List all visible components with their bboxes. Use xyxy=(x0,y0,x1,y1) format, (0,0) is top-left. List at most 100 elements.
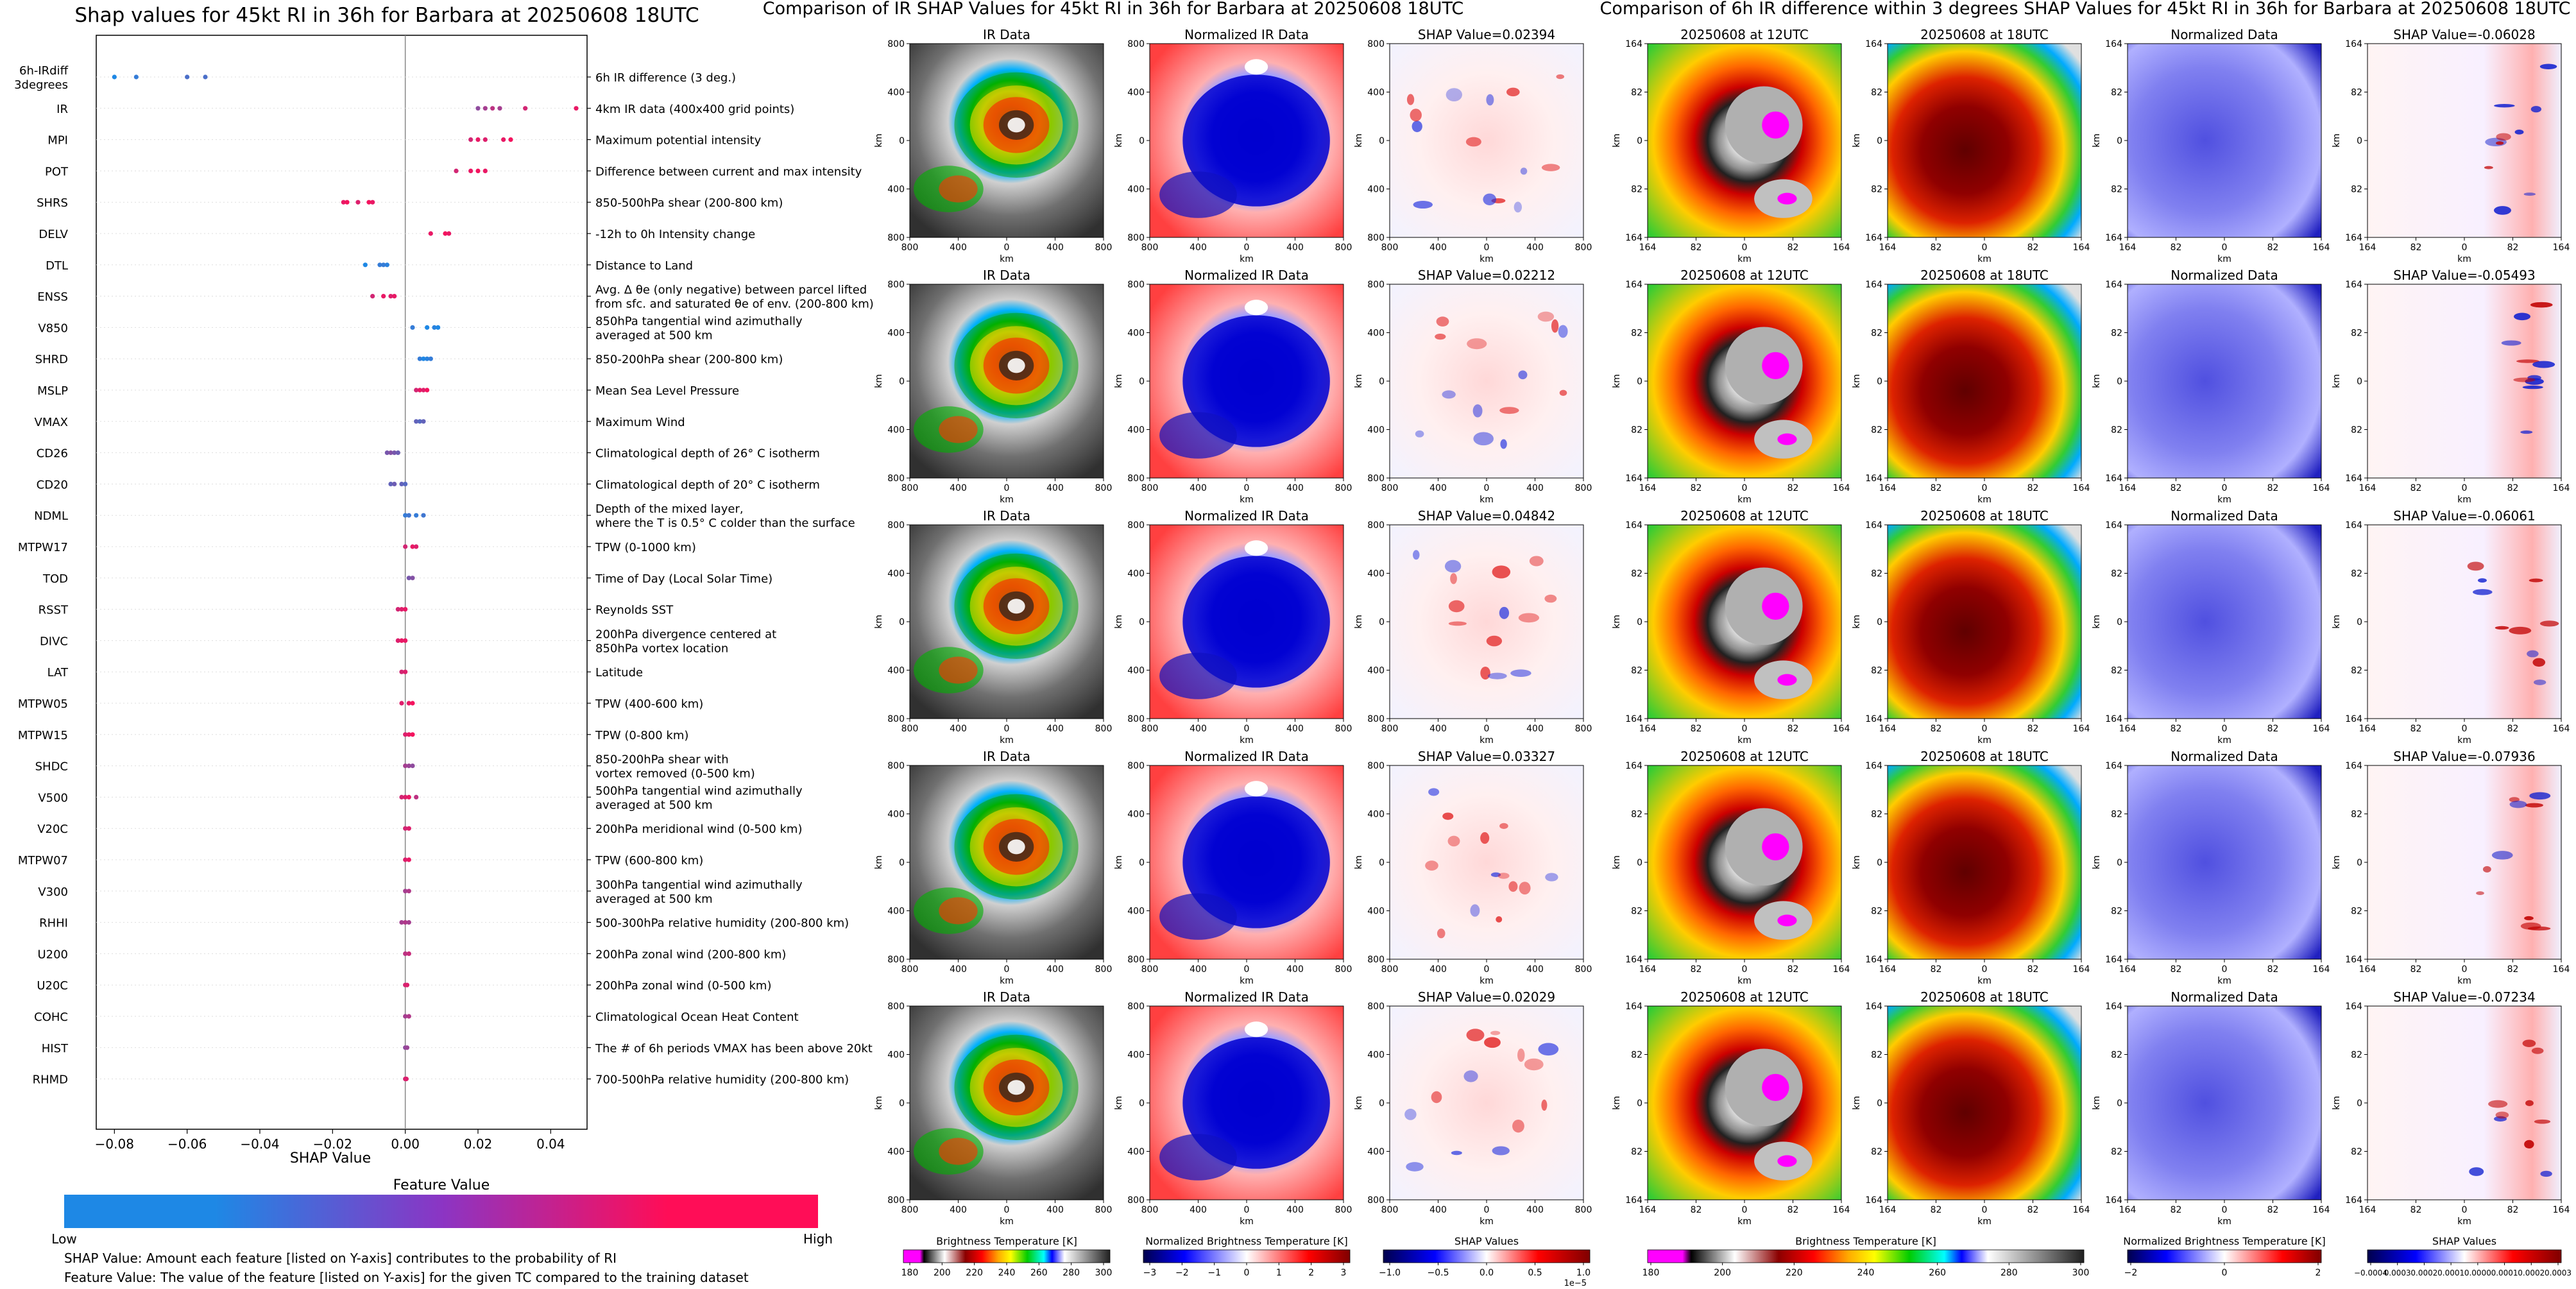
y-tick-label: 800 xyxy=(1127,761,1145,771)
x-tick-label: 800 xyxy=(1095,964,1113,975)
shap-point xyxy=(395,638,400,644)
feature-rows: 6h-IRdiff 3degrees 6h IR difference (3 deg… xyxy=(14,35,874,1129)
shap-point xyxy=(403,669,408,674)
y-tick-label: 164 xyxy=(2105,520,2122,531)
x-tick-label: 0 xyxy=(2462,964,2468,975)
shap-spot xyxy=(2522,385,2543,389)
x-tick-label: 400 xyxy=(1429,483,1447,493)
x-axis-label: km xyxy=(2217,735,2231,746)
ir-colorbars: Brightness Temperature [K] 180 200 220 240 26… xyxy=(901,1235,1591,1288)
feature-row: SHRD 850-200hPa shear (200-800 km) xyxy=(35,353,783,366)
y-tick-label: 800 xyxy=(887,233,905,243)
feature-description-label: Climatological depth of 26° C isotherm xyxy=(595,447,820,461)
shap-point xyxy=(388,450,393,456)
y-tick-label: 82 xyxy=(2111,810,2122,820)
x-tick-label: 82 xyxy=(1691,964,1702,975)
y-tick-label: 0 xyxy=(1379,1098,1385,1109)
y-tick-label: 800 xyxy=(887,39,905,49)
feature-description-label: 200hPa divergence centered at 850hPa vort… xyxy=(595,627,776,655)
x-tick-label: 164 xyxy=(2313,243,2330,253)
x-tick-label: 82 xyxy=(2267,243,2279,253)
colorbar-tick-label: −1.0 xyxy=(1379,1268,1401,1278)
x-axis-label: km xyxy=(1000,1216,1014,1227)
x-tick-label: 164 xyxy=(1639,1205,1657,1215)
subplot-title: IR Data xyxy=(983,268,1030,283)
x-tick-label: 164 xyxy=(1879,964,1897,975)
colorbar-label: Brightness Temperature [K] xyxy=(936,1235,1077,1247)
shap-spot xyxy=(2529,578,2543,583)
subplot-title: 20250608 at 12UTC xyxy=(1680,268,1809,283)
shap-spot xyxy=(2530,302,2553,308)
y-tick-label: 164 xyxy=(1625,280,1642,290)
shap-spot xyxy=(1447,835,1460,847)
feature-row: CD26 Climatological depth of 26° C isothe… xyxy=(37,447,820,461)
y-tick-label: 0 xyxy=(1877,858,1882,868)
shap-spot xyxy=(1538,1043,1559,1056)
x-tick-label: 82 xyxy=(2267,964,2279,975)
cloud-band xyxy=(1159,171,1237,218)
shap-spot xyxy=(1524,1058,1544,1071)
feature-row: U200 200hPa zonal wind (200-800 km) xyxy=(37,948,786,961)
shap-spot xyxy=(2494,104,2515,108)
shap-spot xyxy=(1406,1162,1424,1172)
cloud-band xyxy=(1244,1021,1268,1037)
shap-spot xyxy=(2525,803,2544,808)
subplot-title: IR Data xyxy=(983,989,1030,1005)
subplot-title: Normalized IR Data xyxy=(1184,268,1309,283)
x-tick-label: 0 xyxy=(2222,724,2228,734)
x-tick-label: 400 xyxy=(1429,1205,1447,1215)
y-axis-label: km xyxy=(1114,133,1124,148)
y-tick-label: 164 xyxy=(1625,714,1642,724)
feature-description-label: Maximum Wind xyxy=(595,416,685,429)
y-tick-label: 164 xyxy=(1865,714,1882,724)
subplot-title: SHAP Value=-0.06061 xyxy=(2393,508,2535,524)
shap-point xyxy=(482,137,488,142)
feature-name-label: MTPW17 xyxy=(18,541,68,554)
colorbar xyxy=(2367,1249,2562,1263)
y-tick-label: 82 xyxy=(2351,810,2362,820)
feature-description-label: Distance to Land xyxy=(595,259,693,273)
shap-point xyxy=(403,544,408,549)
image-subplot: Normalized IR Data8008004004000040040080… xyxy=(1114,268,1352,505)
feature-row: 6h-IRdiff 3degrees 6h IR difference (3 deg… xyxy=(14,64,736,92)
storm-band xyxy=(1007,1080,1025,1095)
y-axis-label: km xyxy=(1114,374,1124,388)
colorbar-tick-label: −2 xyxy=(2124,1268,2138,1278)
shap-spot xyxy=(1446,88,1463,101)
shap-spot xyxy=(1415,430,1424,438)
y-tick-label: 164 xyxy=(2345,1002,2362,1012)
image-subplot: SHAP Value=0.033278008004004000040040080… xyxy=(1354,749,1592,986)
x-tick-label: 164 xyxy=(1879,1205,1897,1215)
shap-point xyxy=(417,419,422,424)
subplot-image xyxy=(1888,525,2081,719)
x-tick-label: −0.02 xyxy=(313,1136,352,1152)
shap-point xyxy=(381,294,386,299)
y-tick-label: 0 xyxy=(2117,136,2122,146)
x-tick-label: 164 xyxy=(2359,243,2376,253)
colorbar-tick-label: 260 xyxy=(1929,1268,1946,1278)
feature-name-label: MPI xyxy=(47,134,68,148)
feature-description-label: 500-300hPa relative humidity (200-800 km… xyxy=(595,917,849,930)
shap-point xyxy=(482,168,488,173)
shap-point xyxy=(399,638,404,644)
shap-spot xyxy=(1541,1099,1548,1111)
shap-point xyxy=(475,137,481,142)
y-axis-label: km xyxy=(2092,374,2102,388)
shap-point xyxy=(399,920,404,925)
shap-spot xyxy=(1442,390,1456,399)
feature-description-label: TPW (600-800 km) xyxy=(595,854,703,867)
y-tick-label: 164 xyxy=(2345,39,2362,49)
shap-spot xyxy=(1436,316,1449,327)
x-tick-label: 164 xyxy=(1833,243,1850,253)
x-axis-label: km xyxy=(1240,495,1254,505)
y-tick-label: 82 xyxy=(2351,185,2362,195)
shap-spot xyxy=(1508,881,1518,892)
x-tick-label: 164 xyxy=(1879,243,1897,253)
y-tick-label: 400 xyxy=(1367,425,1385,436)
x-tick-label: 0 xyxy=(1244,1205,1250,1215)
shap-point xyxy=(410,325,415,330)
feature-row: RHHI 500-300hPa relative humidity (200-80… xyxy=(39,917,849,930)
y-tick-label: 0 xyxy=(1379,617,1385,627)
subplot-title: 20250608 at 12UTC xyxy=(1680,508,1809,524)
x-axis-label: km xyxy=(1480,976,1494,986)
